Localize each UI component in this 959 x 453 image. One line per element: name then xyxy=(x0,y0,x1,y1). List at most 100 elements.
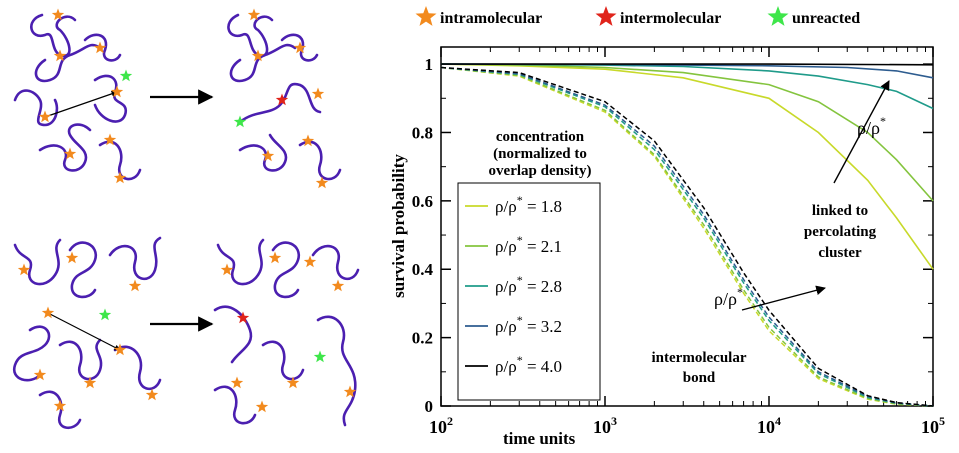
star-icon xyxy=(236,311,250,324)
polymer-chain xyxy=(227,13,274,58)
star-icon xyxy=(65,251,79,264)
schematic-panels xyxy=(12,13,360,429)
star-icon xyxy=(343,385,357,398)
solid-series-line xyxy=(441,63,934,66)
star-icon xyxy=(261,149,275,162)
linked-line1: linked to xyxy=(812,203,868,219)
star-icon xyxy=(230,376,244,389)
star-icon xyxy=(51,8,65,21)
schematic-bottom-right xyxy=(213,238,360,427)
dashed-series-group xyxy=(440,66,934,407)
star-icon xyxy=(286,376,300,389)
x-tick-label: 105 xyxy=(921,414,945,437)
schematic-top-right xyxy=(227,13,342,181)
star-icon xyxy=(331,279,345,292)
chart: 0 0.2 0.4 0.6 0.8 1 102 103 104 105 time units su… xyxy=(389,46,945,448)
rho-label-lower: ρ/ρ* xyxy=(714,285,743,309)
rho-increase-arrow-upper xyxy=(833,80,890,184)
axis-ticks: 0 0.2 0.4 0.6 0.8 1 102 103 104 105 xyxy=(412,47,945,437)
reaction-sites xyxy=(17,8,357,413)
link-arrow xyxy=(47,312,121,351)
top-legend-item: unreacted xyxy=(767,6,860,27)
polymer-chain xyxy=(113,345,162,391)
polymer-chain xyxy=(38,390,82,429)
linked-line2: percolating xyxy=(804,224,877,240)
plot-frame xyxy=(440,46,934,407)
star-icon xyxy=(233,115,247,128)
star-icon xyxy=(98,308,112,321)
dashed-series-line xyxy=(440,66,934,407)
top-legend: intramolecular intermolecular unreacted xyxy=(415,6,860,27)
polymer-chain xyxy=(58,338,103,381)
y-tick-label: 0 xyxy=(425,397,434,416)
polymer-chain xyxy=(238,133,288,172)
polymer-chain xyxy=(83,33,122,62)
star-icon xyxy=(315,176,329,189)
star-icon xyxy=(63,147,77,160)
star-icon xyxy=(119,69,133,82)
solid-series-line xyxy=(440,63,934,110)
polymer-chain xyxy=(34,43,102,83)
x-tick-label: 103 xyxy=(593,414,617,437)
star-icon xyxy=(93,41,107,54)
polymer-chain xyxy=(213,385,257,425)
polymer-chain xyxy=(38,123,92,172)
schematic-top-left xyxy=(13,13,142,181)
legend-label: ρ/ρ* = 3.2 xyxy=(495,313,562,336)
rho-increase-arrow-lower xyxy=(741,285,826,311)
star-icon xyxy=(145,388,159,401)
star-icon xyxy=(268,251,282,264)
legend-label: ρ/ρ* = 2.1 xyxy=(495,233,562,256)
link-arrow xyxy=(44,90,118,118)
x-axis-label: time units xyxy=(503,429,576,448)
star-icon xyxy=(41,306,55,319)
polymer-chain xyxy=(298,140,342,181)
concentration-title-line2: (normalized to xyxy=(493,146,587,162)
star-icon xyxy=(595,6,617,26)
star-icon xyxy=(53,49,67,62)
star-icon xyxy=(301,134,315,147)
star-icon xyxy=(220,263,234,276)
polymer-chain xyxy=(261,340,305,381)
polymer-chain xyxy=(12,325,51,382)
star-icon xyxy=(767,6,789,26)
star-icon xyxy=(415,6,437,26)
star-icon xyxy=(110,85,124,98)
polymer-chain xyxy=(93,74,128,123)
polymer-chain xyxy=(316,315,357,427)
series-legend-entry: ρ/ρ* = 1.8 xyxy=(465,193,562,216)
x-tick-label: 104 xyxy=(757,414,781,437)
polymer-chain xyxy=(271,241,301,299)
star-icon xyxy=(247,8,261,21)
series-legend: ρ/ρ* = 1.8 ρ/ρ* = 2.1 ρ/ρ* = 2.8 ρ/ρ* = 3.2… xyxy=(465,193,562,376)
star-icon xyxy=(113,343,127,356)
polymer-chain xyxy=(68,241,98,299)
star-icon xyxy=(275,93,289,106)
polymer-chain xyxy=(13,238,62,286)
star-icon xyxy=(103,133,117,146)
polymer-chain xyxy=(311,244,360,281)
solid-series-line xyxy=(440,63,934,270)
star-icon xyxy=(303,255,317,268)
y-tick-label: 0.8 xyxy=(412,123,433,142)
top-legend-label: intermolecular xyxy=(620,10,721,27)
y-axis-label: survival probability xyxy=(389,154,408,298)
star-icon xyxy=(17,263,31,276)
polymer-chain xyxy=(238,82,322,124)
y-tick-label: 0.6 xyxy=(412,192,433,211)
schematic-bottom-left xyxy=(12,236,162,429)
polymer-chain xyxy=(108,236,162,281)
star-icon xyxy=(33,368,47,381)
polymer-chain xyxy=(13,89,59,127)
star-icon xyxy=(255,400,269,413)
star-icon xyxy=(53,399,67,412)
y-tick-label: 0.2 xyxy=(412,329,433,348)
series-legend-box xyxy=(457,182,601,401)
series-legend-entry: ρ/ρ* = 2.1 xyxy=(465,233,562,256)
intermolecular-bond-line1: intermolecular xyxy=(652,350,747,366)
star-icon xyxy=(38,110,52,123)
star-icon xyxy=(251,49,265,62)
series-legend-entry: ρ/ρ* = 4.0 xyxy=(465,353,562,376)
star-icon xyxy=(313,350,327,363)
